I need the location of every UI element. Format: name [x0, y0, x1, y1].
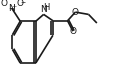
Text: O: O — [72, 8, 79, 17]
Text: O: O — [0, 0, 7, 8]
Text: +: + — [12, 4, 17, 9]
Text: O: O — [69, 27, 76, 36]
Text: O: O — [17, 0, 24, 8]
Text: N: N — [40, 5, 47, 14]
Text: H: H — [43, 3, 50, 12]
Text: N: N — [9, 4, 15, 13]
Text: −: − — [20, 0, 26, 5]
